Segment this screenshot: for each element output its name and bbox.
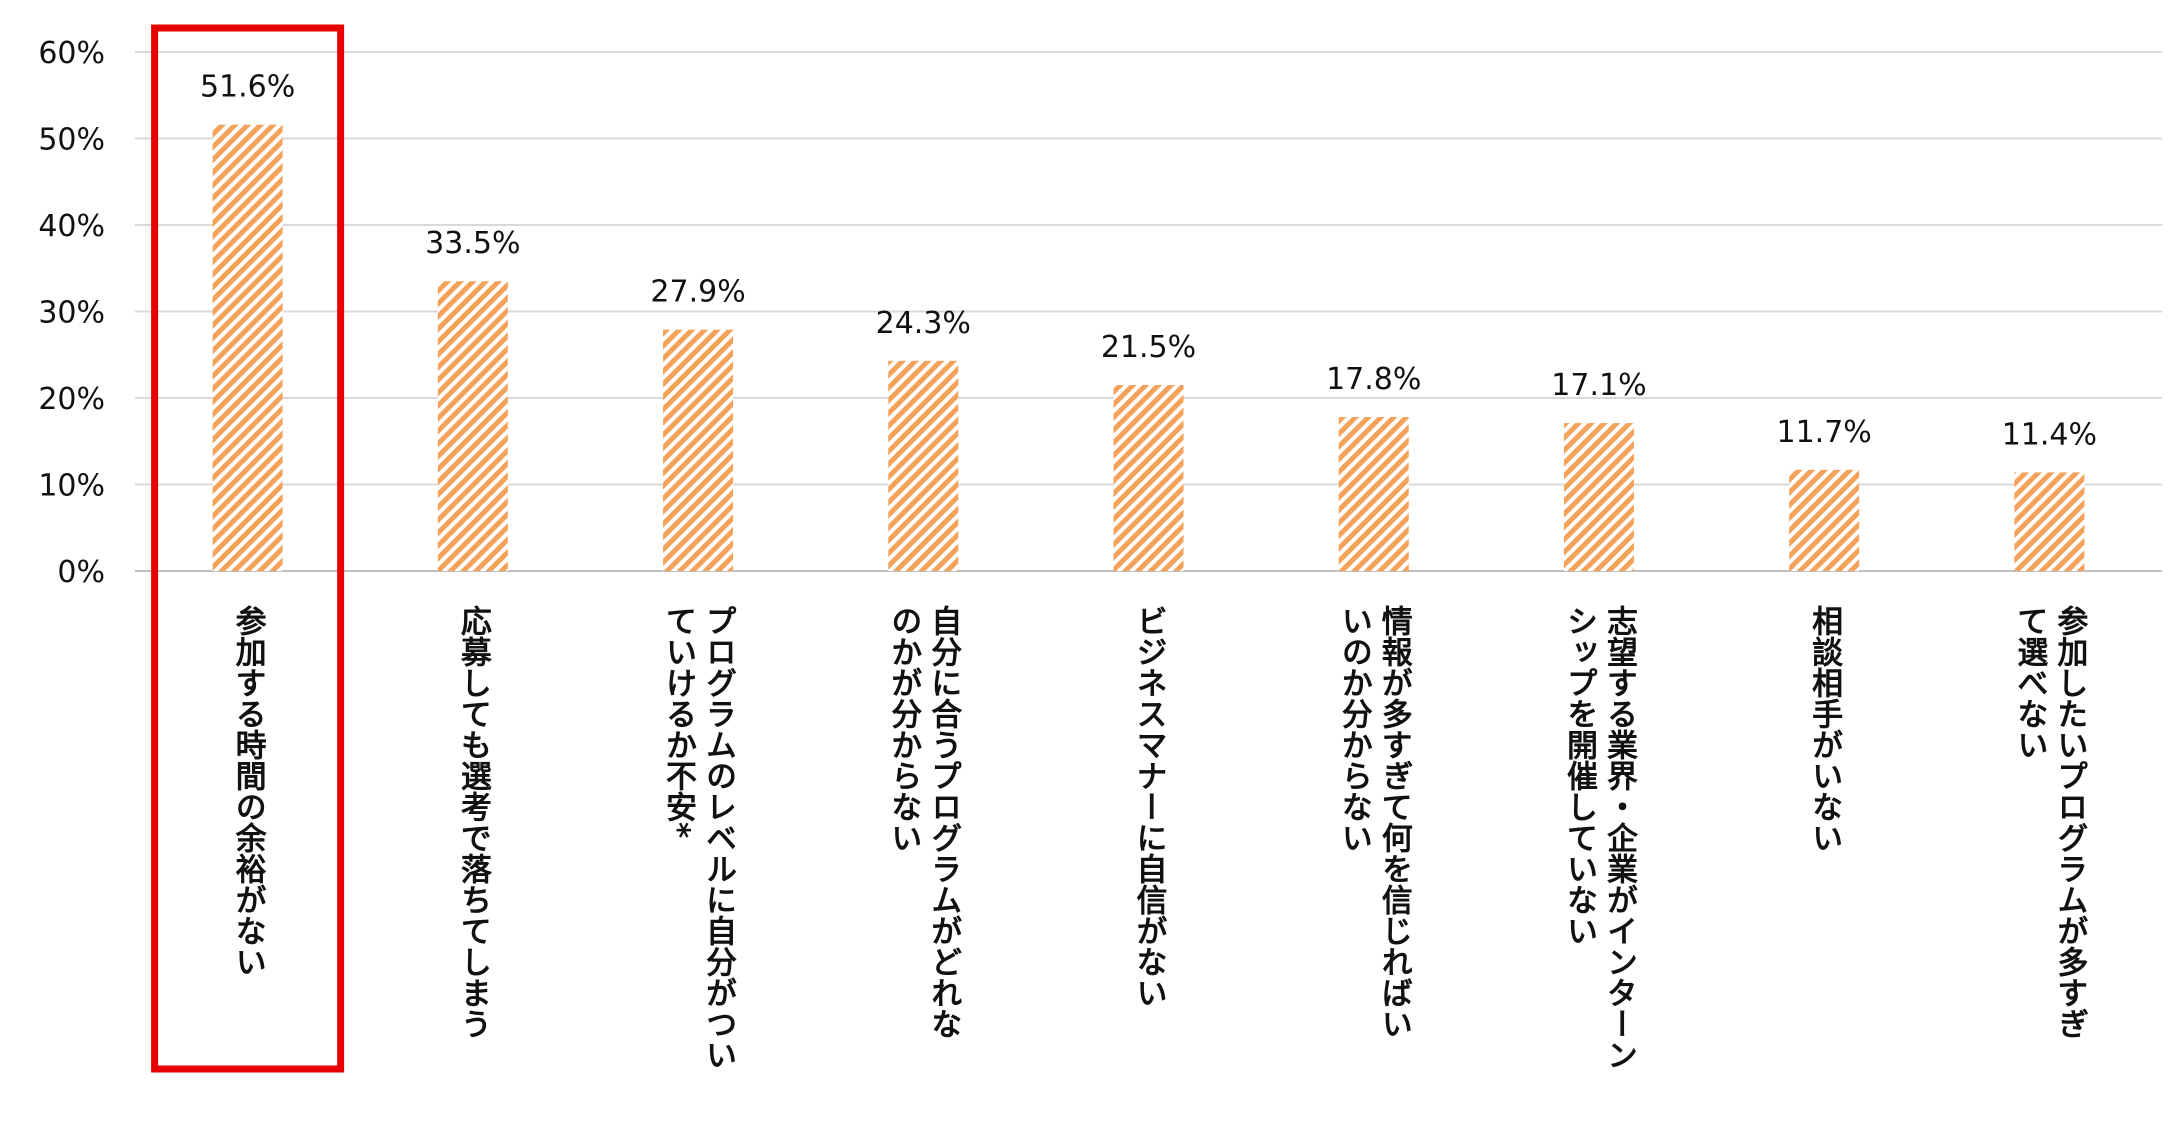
category-label: て選べない [2011, 605, 2048, 760]
y-tick-label: 30% [38, 296, 105, 331]
bar [2014, 472, 2085, 571]
value-labels: 51.6% 33.5% 27.9% 24.3% 21.5% 17.8% 17.1% 11.7%… [200, 70, 2097, 453]
bar [663, 329, 734, 571]
category-label: 志望する業界・企業がインターン [1601, 605, 1638, 1070]
category-label: のかが分からない [885, 605, 922, 853]
y-tick-label: 50% [38, 123, 105, 158]
bar [1789, 469, 1860, 571]
category-label: いのか分からない [1336, 605, 1373, 853]
category-label: ていけるか不安* [660, 605, 697, 838]
value-label: 17.8% [1326, 362, 1421, 397]
category-label: 応募しても選考で落ちてしまう [455, 605, 493, 1039]
value-label: 17.1% [1551, 368, 1646, 403]
bar [437, 281, 508, 571]
bar [212, 124, 283, 571]
bar [1113, 385, 1184, 571]
category-labels: 参加する時間の余裕がない 応募しても選考で落ちてしまう プログラムのレベルに自分がつ… [230, 604, 2088, 1070]
category-label: プログラムのレベルに自分がつい [700, 605, 737, 1070]
y-tick-label: 20% [38, 382, 105, 417]
y-tick-label: 10% [38, 469, 105, 504]
value-label: 51.6% [200, 70, 295, 105]
bars [212, 124, 2085, 571]
category-label: 参加する時間の余裕がない [230, 604, 268, 977]
value-label: 27.9% [650, 275, 745, 310]
y-tick-label: 40% [38, 209, 105, 244]
value-label: 24.3% [876, 306, 971, 341]
highlight-frame [151, 24, 345, 1073]
bar [1338, 417, 1409, 571]
value-label: 11.4% [2002, 417, 2097, 452]
value-label: 33.5% [425, 226, 520, 261]
category-label: 情報が多すぎて何を信じればい [1376, 605, 1413, 1039]
bar [888, 360, 959, 571]
y-tick-label: 0% [57, 555, 105, 590]
bar [1563, 423, 1634, 571]
category-label: 相談相手がいない [1806, 605, 1843, 853]
highlight-box [151, 24, 345, 1073]
category-label: ビジネスマナーに自信がない [1131, 605, 1168, 1008]
category-label: 自分に合うプログラムがどれな [925, 605, 962, 1039]
category-label: シップを開催していない [1561, 605, 1598, 946]
y-axis-tick-labels: 0% 10% 20% 30% 40% 50% 60% [38, 36, 105, 590]
value-label: 11.7% [1777, 415, 1872, 450]
category-label: 参加したいプログラムが多すぎ [2051, 604, 2088, 1039]
value-label: 21.5% [1101, 330, 1196, 365]
y-tick-label: 60% [38, 36, 105, 71]
